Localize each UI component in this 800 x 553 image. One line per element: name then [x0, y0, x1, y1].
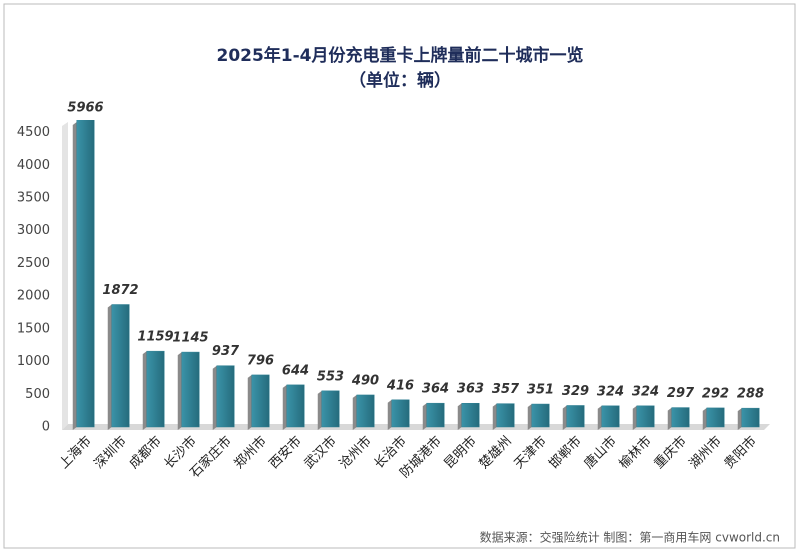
bar — [566, 405, 585, 428]
bar — [741, 407, 760, 428]
bar — [111, 304, 130, 428]
data-label: 1159 — [137, 330, 173, 345]
bar — [706, 407, 725, 428]
bar-side — [317, 390, 322, 430]
bar-side — [72, 122, 77, 430]
data-label: 490 — [351, 373, 379, 388]
bar-side — [702, 407, 707, 430]
bar — [181, 351, 200, 428]
bar-side — [177, 352, 182, 430]
y-tick-label: 0 — [42, 420, 50, 435]
bar-side — [457, 403, 462, 430]
bar — [146, 350, 165, 428]
data-label: 324 — [632, 384, 659, 399]
bar — [216, 365, 235, 428]
bar-side — [527, 404, 532, 430]
data-label: 364 — [422, 382, 449, 397]
y-tick-label: 2000 — [17, 289, 50, 304]
data-label: 297 — [667, 386, 695, 401]
source: 数据来源：交强险统计 制图：第一商用车网 cvworld.cn — [480, 530, 780, 545]
data-label: 553 — [317, 369, 344, 384]
floor — [62, 424, 770, 430]
bar — [356, 394, 375, 428]
bar-side — [282, 384, 287, 430]
y-tick-label: 3500 — [17, 190, 50, 205]
y-tick-label: 3000 — [17, 223, 50, 238]
bars — [72, 120, 760, 430]
bar — [531, 403, 550, 428]
bar — [391, 399, 410, 428]
frame — [3, 3, 796, 549]
bar-side — [422, 403, 427, 430]
bar — [636, 405, 655, 428]
data-label: 644 — [282, 363, 309, 378]
chart-subtitle: （单位：辆） — [349, 70, 451, 91]
bar — [76, 120, 95, 428]
data-label: 288 — [737, 387, 764, 402]
bar — [321, 390, 340, 428]
y-tick-label: 1500 — [17, 321, 50, 336]
bar-side — [247, 374, 252, 430]
bar-side — [352, 394, 357, 430]
bar-side — [142, 351, 147, 430]
data-label: 324 — [597, 384, 624, 399]
data-label: 796 — [247, 353, 274, 368]
data-label: 292 — [702, 386, 729, 401]
bar — [496, 403, 515, 428]
data-label: 937 — [212, 344, 240, 359]
bar-side — [212, 365, 217, 430]
data-label: 5966 — [67, 101, 103, 116]
data-label: 1872 — [102, 283, 138, 298]
y-tick-label: 4000 — [17, 158, 50, 173]
y-tick-label: 2500 — [17, 256, 50, 271]
data-label: 416 — [386, 378, 414, 393]
bar — [426, 402, 445, 428]
bar-side — [387, 399, 392, 430]
data-label: 351 — [527, 383, 554, 398]
data-label: 363 — [457, 382, 484, 397]
bar-side — [632, 405, 637, 430]
side-wall — [62, 122, 68, 430]
y-tick-label: 4500 — [17, 125, 50, 140]
bar-side — [492, 403, 497, 430]
y-tick-label: 1000 — [17, 354, 50, 369]
bar — [286, 384, 305, 428]
bar — [601, 405, 620, 428]
bar-side — [597, 405, 602, 430]
bar — [461, 402, 480, 428]
bar — [671, 407, 690, 428]
data-label: 329 — [562, 384, 589, 399]
bar-side — [737, 408, 742, 430]
bar-side — [107, 304, 112, 430]
bar-side — [667, 407, 672, 430]
data-label: 1145 — [172, 331, 208, 346]
data-label: 357 — [492, 382, 520, 397]
y-tick-label: 500 — [25, 387, 50, 402]
chart-title: 2025年1-4月份充电重卡上牌量前二十城市一览 — [216, 45, 583, 66]
bar — [251, 374, 270, 428]
bar-side — [562, 405, 567, 430]
